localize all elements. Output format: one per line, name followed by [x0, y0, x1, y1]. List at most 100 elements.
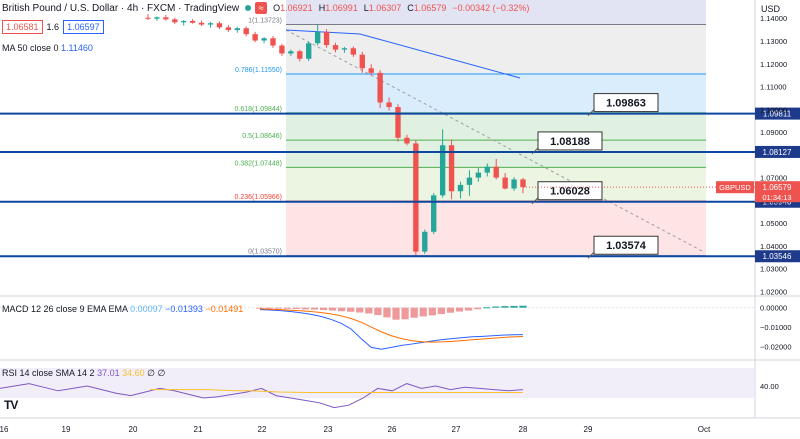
candle: [341, 46, 348, 53]
candle: [288, 49, 294, 56]
macd-line: [259, 309, 524, 350]
candle-body: [279, 45, 285, 54]
rsi-band: [0, 368, 755, 398]
x-tick-label: 29: [584, 425, 593, 434]
candle-body: [154, 17, 160, 19]
macd-hist-bar: [401, 307, 409, 320]
candle-body: [484, 166, 490, 173]
candle-body: [207, 23, 214, 25]
fib-zone: [286, 24, 706, 74]
candle: [306, 41, 312, 62]
callout-label: 1.06028: [550, 186, 590, 198]
macd-hist-bar: [483, 307, 491, 309]
fib-zone-top: [286, 0, 706, 25]
candle: [386, 97, 392, 111]
macd-hist-bar: [283, 307, 291, 309]
candle: [145, 14, 151, 21]
macd-signal-line: [259, 308, 524, 343]
candle-body: [439, 145, 446, 196]
rsi-legend[interactable]: RSI 14 close SMA 14 2 37.01 34.60 ∅ ∅: [2, 368, 166, 378]
candle-body: [314, 31, 321, 44]
chart-header: British Pound / U.S. Dollar · 4h · FXCM …: [0, 0, 560, 16]
x-tick-label: 28: [519, 425, 528, 434]
candle-body: [270, 38, 276, 46]
y-tick-label: 1.13000: [760, 37, 787, 46]
candle: [297, 49, 303, 62]
candle: [511, 177, 517, 191]
candle-body: [466, 177, 473, 185]
tradingview-logo-icon[interactable]: TV: [4, 398, 18, 412]
candle-body: [341, 48, 348, 50]
candle: [252, 31, 258, 43]
candle-body: [297, 51, 303, 59]
macd-signal-value: −0.01491: [205, 304, 244, 314]
fib-label: 1(1.13723): [248, 18, 282, 25]
currency-label[interactable]: USD: [760, 4, 780, 14]
fib-label: 0.618(1.09844): [235, 106, 282, 113]
candle-body: [359, 54, 365, 69]
y-tick-label: 1.03000: [760, 265, 787, 274]
rsi-sma-value: 34.60: [122, 368, 145, 378]
macd-legend[interactable]: MACD 12 26 close 9 EMA EMA 0.00097 −0.01…: [2, 304, 244, 314]
ohlc-high: H1.06991: [318, 3, 358, 13]
candle: [457, 181, 464, 199]
y-tick-label: 1.07000: [760, 174, 787, 183]
y-tick-label: 1.04000: [760, 242, 787, 251]
rsi-extra-2: ∅: [157, 368, 166, 378]
candle-body: [225, 27, 232, 31]
macd-hist-bar: [310, 307, 319, 310]
macd-hist-bar: [301, 307, 309, 310]
macd-hist-bar: [328, 307, 337, 311]
candle: [261, 36, 267, 44]
rsi-sma-line: [150, 389, 523, 393]
spread-icon[interactable]: ≈: [255, 2, 268, 14]
buy-button[interactable]: 1.06597: [63, 20, 104, 34]
macd-hist-bar: [319, 307, 328, 310]
candle-body: [422, 231, 428, 252]
candle: [279, 43, 285, 56]
trade-buttons: 1.06581 1.6 1.06597: [2, 20, 104, 34]
candle-body: [395, 107, 401, 138]
level-price-text: 1.09811: [763, 110, 792, 119]
macd-hist-bar: [392, 307, 400, 320]
fib-label: 0.236(1.05966): [235, 194, 282, 201]
y-tick-label: 1.09000: [760, 128, 787, 137]
level-price-tag: [755, 250, 800, 263]
rsi-extra-1: ∅: [147, 368, 156, 378]
candle-body: [404, 137, 410, 144]
x-tick-label: 26: [388, 425, 397, 434]
candle: [207, 21, 214, 28]
level-price-tag: [755, 145, 800, 158]
candle-body: [520, 179, 526, 188]
sell-button[interactable]: 1.06581: [2, 20, 43, 34]
level-price-tag: [755, 107, 800, 120]
candle: [484, 163, 490, 177]
candle-body: [457, 184, 464, 192]
candle-body: [189, 20, 196, 23]
rsi-y-tick: 40.00: [760, 382, 779, 391]
level-price-text: 1.03546: [763, 252, 792, 261]
candle: [395, 104, 401, 142]
callout-pointer: [531, 147, 539, 155]
y-tick-label: 1.12000: [760, 60, 787, 69]
macd-hist-value: 0.00097: [130, 304, 163, 314]
candle: [377, 70, 383, 109]
symbol-tag-text: GBPUSD: [719, 183, 751, 192]
macd-hist-bar: [365, 307, 373, 314]
candle: [181, 20, 187, 26]
x-tick-label: 23: [324, 425, 333, 434]
candle: [332, 42, 339, 53]
candle-body: [234, 28, 240, 31]
callout-label: 1.09863: [606, 98, 646, 110]
ma-legend[interactable]: MA 50 close 0 1.11460: [2, 43, 93, 53]
macd-hist-bar: [265, 307, 273, 309]
macd-y-tick: 0.00000: [760, 304, 787, 313]
symbol-title[interactable]: British Pound / U.S. Dollar · 4h · FXCM …: [2, 2, 240, 14]
callout-box: [593, 93, 659, 113]
macd-hist-bar: [410, 307, 418, 318]
candle-body: [198, 22, 205, 25]
candle: [448, 139, 455, 200]
macd-hist-bar: [374, 307, 382, 316]
